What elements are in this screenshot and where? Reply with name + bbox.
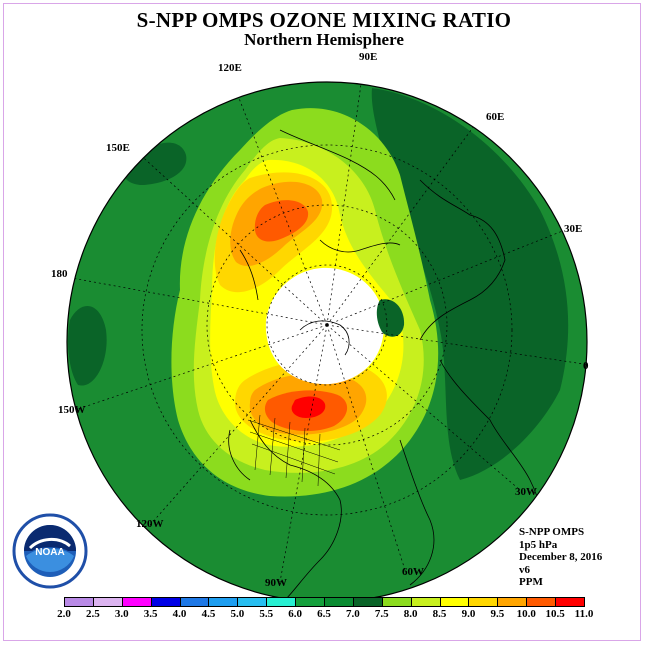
- lon-label-60w: 60W: [402, 566, 424, 578]
- colorbar-swatch: [352, 597, 383, 607]
- ozone-region-7-0-west: [68, 306, 107, 386]
- ozone-field: [67, 82, 587, 602]
- colorbar-swatch: [324, 597, 354, 607]
- colorbar-label: 4.0: [172, 608, 187, 620]
- colorbar-label: 5.0: [230, 608, 245, 620]
- ozone-region-7-0-east: [371, 88, 569, 480]
- ozone-region-10-5: [291, 396, 326, 418]
- info-units: PPM: [519, 576, 543, 588]
- colorbar-swatch: [266, 597, 297, 607]
- colorbar-label: 4.5: [201, 608, 216, 620]
- graticule: [71, 82, 587, 583]
- colorbar-label: 10.0: [516, 608, 536, 620]
- figure-frame: [3, 3, 641, 641]
- colorbar-swatch: [295, 597, 325, 607]
- noaa-logo: NOAA: [12, 513, 88, 589]
- colorbar-label: 8.0: [403, 608, 418, 620]
- colorbar-swatch: [150, 597, 181, 607]
- colorbar-label: 2.0: [57, 608, 71, 620]
- lon-label-120e: 120E: [218, 62, 242, 74]
- lon-label-90e: 90E: [359, 51, 378, 63]
- ozone-region-7-0-nw: [124, 142, 187, 185]
- colorbar-label: 2.5: [86, 608, 100, 620]
- colorbar-label: 3.5: [143, 608, 158, 620]
- ozone-region-10-0-north: [254, 200, 309, 242]
- info-block: S-NPP OMPS 1p5 hPa December 8, 2016 v6 P…: [519, 526, 602, 589]
- map-subtitle: Northern Hemisphere: [244, 30, 404, 49]
- colorbar-swatch: [468, 597, 499, 607]
- colorbar-swatch: [64, 597, 94, 607]
- colorbar-label: 11.0: [574, 608, 594, 620]
- colorbar-label: 6.5: [317, 608, 331, 620]
- colorbar-swatch: [526, 597, 557, 607]
- colorbar-label: 9.5: [490, 608, 505, 620]
- colorbar-label: 10.5: [545, 608, 565, 620]
- colorbar-swatch: [92, 597, 123, 607]
- colorbar-swatch: [555, 597, 585, 607]
- lon-label-30w: 30W: [515, 486, 537, 498]
- lon-label-90w: 90W: [265, 577, 287, 589]
- lon-label-150w: 150W: [58, 404, 86, 416]
- info-instrument: S-NPP OMPS: [519, 526, 585, 538]
- colorbar-label: 7.0: [346, 608, 360, 620]
- colorbar-label: 8.5: [432, 608, 447, 620]
- noaa-logo-text: NOAA: [35, 547, 64, 558]
- colorbar-swatch: [208, 597, 239, 607]
- lon-label-180: 180: [51, 268, 68, 280]
- colorbar-swatch: [410, 597, 441, 607]
- colorbar-label: 3.0: [114, 608, 129, 620]
- lon-label-60e: 60E: [486, 111, 505, 123]
- lon-label-0: 0: [583, 360, 589, 372]
- info-version: v6: [519, 563, 530, 576]
- colorbar-swatch: [237, 597, 268, 607]
- colorbar-swatch: [381, 597, 412, 607]
- colorbar-swatch: [497, 597, 528, 607]
- info-level: 1p5 hPa: [519, 538, 558, 551]
- info-date: December 8, 2016: [519, 551, 603, 563]
- lon-label-30e: 30E: [564, 223, 583, 235]
- colorbar-label: 5.5: [259, 608, 274, 620]
- polar-night-region: [265, 267, 385, 385]
- colorbar-swatch: [121, 597, 152, 607]
- lon-label-150e: 150E: [106, 142, 130, 154]
- lon-label-120w: 120W: [136, 518, 164, 530]
- colorbar-label: 6.0: [288, 608, 302, 620]
- map-title: S-NPP OMPS OZONE MIXING RATIO: [136, 8, 512, 32]
- colorbar-label: 9.0: [461, 608, 476, 620]
- colorbar-label: 7.5: [374, 608, 389, 620]
- colorbar-swatch: [179, 597, 210, 607]
- colorbar-swatch: [439, 597, 470, 607]
- ozone-region-7-0-scandinavia: [376, 299, 405, 337]
